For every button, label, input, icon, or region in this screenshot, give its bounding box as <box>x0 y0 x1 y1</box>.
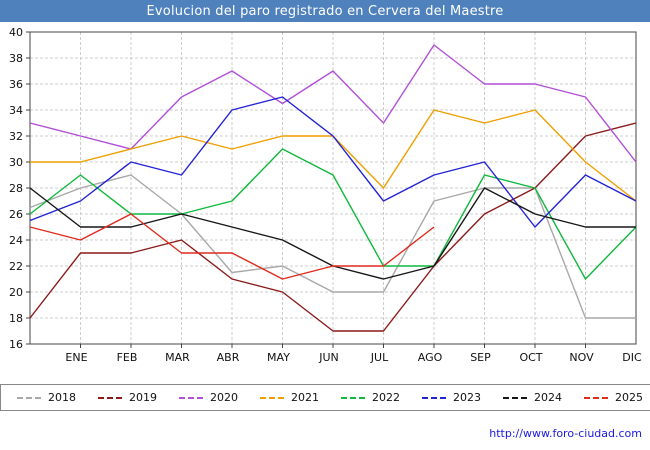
legend-item-2021: 2021 <box>260 391 319 404</box>
legend-label: 2021 <box>291 391 319 404</box>
legend-label: 2024 <box>534 391 562 404</box>
svg-text:ABR: ABR <box>217 351 240 364</box>
svg-text:DIC: DIC <box>622 351 642 364</box>
legend-item-2025: 2025 <box>584 391 643 404</box>
legend-item-2022: 2022 <box>341 391 400 404</box>
svg-text:20: 20 <box>9 286 23 299</box>
legend-line-swatch <box>341 396 365 399</box>
svg-text:22: 22 <box>9 260 23 273</box>
svg-text:36: 36 <box>9 78 23 91</box>
legend-item-2024: 2024 <box>503 391 562 404</box>
legend-item-2023: 2023 <box>422 391 481 404</box>
legend-line-swatch <box>17 396 41 399</box>
chart-legend: 2018 2019 2020 2021 2022 2023 2024 2025 <box>0 384 650 411</box>
unemployment-line-chart: 16 18 20 22 24 26 28 30 32 34 36 38 40 ENE FEB MAR ABR MA… <box>9 26 642 364</box>
svg-text:ENE: ENE <box>65 351 87 364</box>
legend-item-2019: 2019 <box>98 391 157 404</box>
chart-title: Evolucion del paro registrado en Cervera… <box>0 0 650 22</box>
svg-text:38: 38 <box>9 52 23 65</box>
svg-text:28: 28 <box>9 182 23 195</box>
legend-label: 2020 <box>210 391 238 404</box>
svg-text:26: 26 <box>9 208 23 221</box>
svg-text:34: 34 <box>9 104 23 117</box>
svg-text:MAY: MAY <box>267 351 290 364</box>
legend-label: 2023 <box>453 391 481 404</box>
svg-text:JUL: JUL <box>370 351 389 364</box>
svg-text:OCT: OCT <box>519 351 542 364</box>
svg-text:30: 30 <box>9 156 23 169</box>
svg-text:40: 40 <box>9 26 23 39</box>
svg-text:16: 16 <box>9 338 23 351</box>
legend-line-swatch <box>584 396 608 399</box>
svg-text:AGO: AGO <box>418 351 443 364</box>
legend-line-swatch <box>179 396 203 399</box>
legend-label: 2025 <box>615 391 643 404</box>
legend-line-swatch <box>260 396 284 399</box>
footer-url[interactable]: http://www.foro-ciudad.com <box>489 427 642 440</box>
legend-label: 2018 <box>48 391 76 404</box>
svg-text:FEB: FEB <box>117 351 138 364</box>
legend-line-swatch <box>503 396 527 399</box>
legend-label: 2022 <box>372 391 400 404</box>
svg-text:32: 32 <box>9 130 23 143</box>
legend-label: 2019 <box>129 391 157 404</box>
legend-item-2020: 2020 <box>179 391 238 404</box>
svg-text:JUN: JUN <box>318 351 339 364</box>
legend-line-swatch <box>98 396 122 399</box>
legend-item-2018: 2018 <box>17 391 76 404</box>
svg-text:18: 18 <box>9 312 23 325</box>
legend-line-swatch <box>422 396 446 399</box>
svg-text:24: 24 <box>9 234 23 247</box>
svg-text:NOV: NOV <box>569 351 594 364</box>
svg-text:MAR: MAR <box>165 351 190 364</box>
svg-text:SEP: SEP <box>470 351 491 364</box>
